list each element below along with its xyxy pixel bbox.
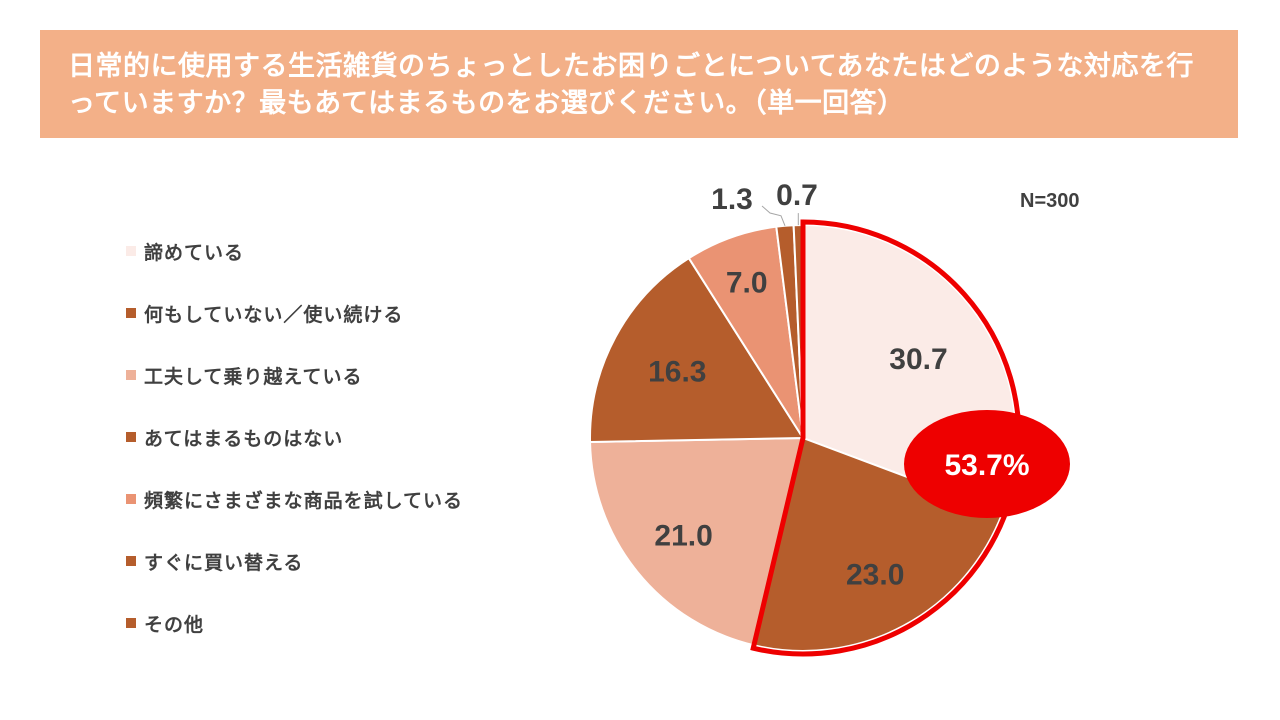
slice-value-label: 16.3 xyxy=(648,355,706,388)
legend-item: 何もしていない／使い続ける xyxy=(126,298,403,328)
slice-value-label: 21.0 xyxy=(654,519,712,552)
legend-label: 工夫して乗り越えている xyxy=(144,365,363,388)
slice-value-label: 23.0 xyxy=(846,558,904,591)
legend-swatch xyxy=(126,618,136,628)
legend-swatch xyxy=(126,370,136,380)
sample-size-label: N=300 xyxy=(1020,190,1080,212)
slice-value-label: 30.7 xyxy=(889,343,947,376)
legend-item: あてはまるものはない xyxy=(126,422,343,452)
legend-swatch xyxy=(126,556,136,566)
slice-value-label: 0.7 xyxy=(776,179,818,212)
slice-value-label: 7.0 xyxy=(726,267,768,300)
legend-swatch xyxy=(126,246,136,256)
chart-title: 日常的に使用する生活雑貨のちょっとしたお困りごとについてあなたはどのような対応を… xyxy=(68,51,1194,119)
slice-value-label: 1.3 xyxy=(711,183,753,216)
title-banner: 日常的に使用する生活雑貨のちょっとしたお困りごとについてあなたはどのような対応を… xyxy=(40,30,1238,138)
legend-swatch xyxy=(126,432,136,442)
legend-item: 諦めている xyxy=(126,236,244,266)
legend-item: すぐに買い替える xyxy=(126,546,303,576)
legend-label: 何もしていない／使い続ける xyxy=(144,303,404,326)
highlight-callout-label: 53.7% xyxy=(944,449,1029,482)
legend-item: 工夫して乗り越えている xyxy=(126,360,362,390)
legend-label: すぐに買い替える xyxy=(144,551,304,574)
legend-label: その他 xyxy=(144,613,205,636)
pie-slice xyxy=(589,256,805,444)
legend-item: 頻繁にさまざまな商品を試している xyxy=(126,484,463,514)
legend-swatch xyxy=(126,494,136,504)
pie-slice xyxy=(589,436,805,647)
legend-label: 諦めている xyxy=(144,241,245,264)
legend-swatch xyxy=(126,308,136,318)
legend-item: その他 xyxy=(126,608,204,638)
leader-line xyxy=(761,205,786,226)
legend-label: 頻繁にさまざまな商品を試している xyxy=(144,489,464,512)
legend-label: あてはまるものはない xyxy=(144,427,344,450)
highlight-callout xyxy=(904,410,1070,518)
